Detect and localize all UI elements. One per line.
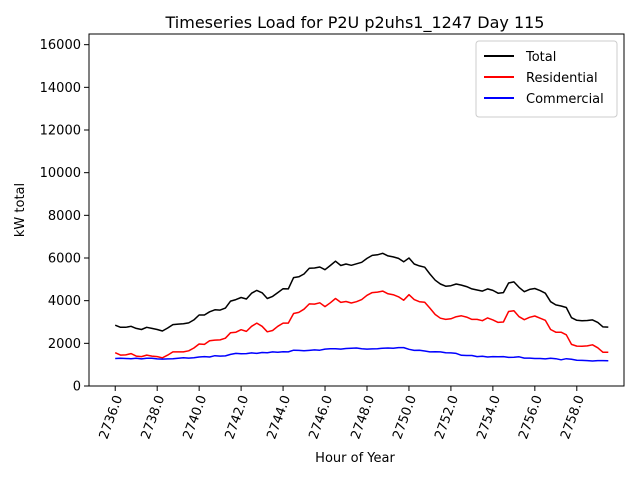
y-tick-label: 4000 (48, 294, 81, 309)
series-line-commercial (115, 346, 609, 362)
series-line-total (114, 252, 609, 332)
legend-label-total: Total (525, 50, 556, 65)
y-tick-label: 2000 (48, 337, 81, 352)
y-tick-label: 12000 (40, 124, 81, 139)
series-line-residential (114, 290, 609, 359)
y-tick-label: 6000 (48, 252, 81, 267)
y-tick-label: 10000 (40, 166, 81, 181)
y-axis: 0 2000 4000 6000 8000 10000 12000 14000 16000 (40, 38, 89, 395)
series-layer (114, 252, 609, 362)
axes-frame (88, 33, 625, 387)
chart-title: Timeseries Load for P2U p2uhs1_1247 Day … (165, 13, 545, 33)
y-tick-label: 8000 (48, 209, 81, 224)
legend: Total Residential Commercial (475, 40, 618, 118)
y-tick-label: 0 (73, 380, 81, 395)
legend-label-commercial: Commercial (526, 92, 604, 107)
y-axis-label: kW total (13, 183, 28, 237)
legend-label-residential: Residential (526, 71, 598, 86)
plot-area (88, 33, 625, 387)
y-tick-label: 16000 (40, 38, 81, 53)
y-tick-label: 14000 (40, 81, 81, 96)
x-axis-label: Hour of Year (315, 451, 395, 466)
